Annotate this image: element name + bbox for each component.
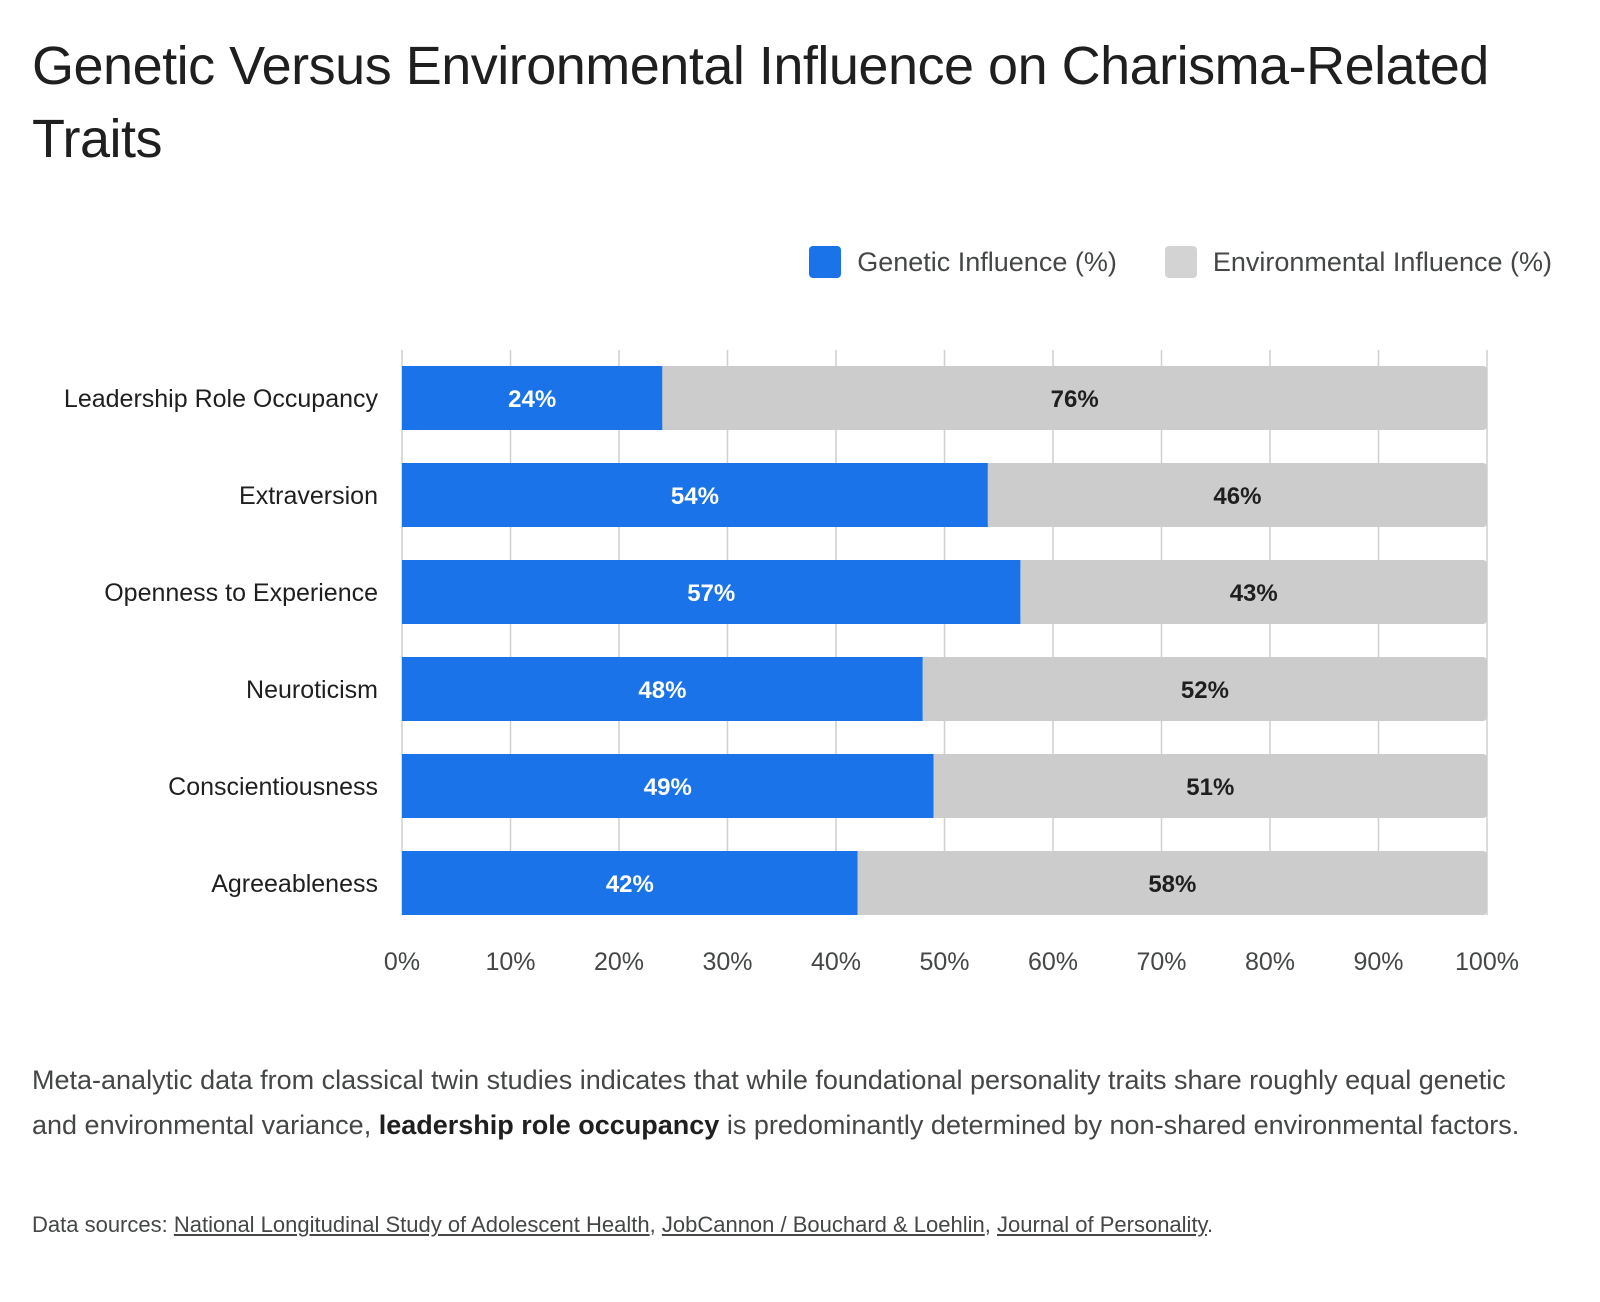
bar-genetic <box>402 657 923 721</box>
data-label: 48% <box>638 677 686 704</box>
bar-genetic <box>402 560 1021 624</box>
sources-separator: , <box>649 1212 662 1237</box>
bar-environmental-join <box>1020 560 1029 624</box>
legend-label-environmental: Environmental Influence (%) <box>1212 246 1552 277</box>
legend-item-genetic: Genetic Influence (%) <box>809 246 1117 278</box>
data-label: 54% <box>671 483 719 510</box>
chart-legend: Genetic Influence (%) Environmental Infl… <box>761 246 1552 278</box>
source-link-journal-of-personality[interactable]: Journal of Personality <box>997 1212 1207 1237</box>
bar-environmental <box>933 754 1487 818</box>
x-tick-label: 40% <box>811 948 861 976</box>
x-tick-label: 0% <box>384 948 420 976</box>
x-tick-label: 70% <box>1136 948 1186 976</box>
legend-swatch-environmental <box>1164 246 1197 278</box>
bar-environmental <box>857 851 1487 915</box>
category-label: Agreeableness <box>211 870 378 898</box>
legend-swatch-genetic <box>809 246 842 278</box>
bar-genetic <box>402 463 988 527</box>
category-label: Extraversion <box>239 482 378 510</box>
category-label: Conscientiousness <box>168 773 378 801</box>
legend-item-environmental: Environmental Influence (%) <box>1164 246 1552 278</box>
sources-prefix: Data sources: <box>32 1212 174 1237</box>
stacked-bar-chart: 0% 10% 20% 30% 40% 50% 60% 70% 80% 90% 100% Leaders… <box>64 350 1519 976</box>
bar-environmental <box>987 463 1487 527</box>
bar-environmental-join <box>987 463 996 527</box>
chart-caption: Meta-analytic data from classical twin s… <box>32 1058 1542 1148</box>
sources-separator: , <box>984 1212 997 1237</box>
x-tick-label: 60% <box>1028 948 1078 976</box>
x-tick-label: 90% <box>1353 948 1403 976</box>
bar-environmental-join <box>662 366 671 430</box>
data-label: 57% <box>687 580 735 607</box>
bar-genetic <box>402 754 934 818</box>
x-tick-label: 80% <box>1245 948 1295 976</box>
bar-environmental <box>1020 560 1487 624</box>
source-link-jobcannon[interactable]: JobCannon / Bouchard & Loehlin <box>661 1212 985 1237</box>
data-label: 24% <box>508 386 556 413</box>
bar-environmental-join <box>857 851 866 915</box>
source-link-add-health[interactable]: National Longitudinal Study of Adolescen… <box>173 1212 650 1237</box>
data-label: 52% <box>1181 677 1229 704</box>
category-label: Neuroticism <box>246 676 378 704</box>
sources-end: . <box>1206 1212 1214 1237</box>
caption-text-start: Meta-analytic data from classical twin s… <box>32 1065 1506 1140</box>
data-label: 42% <box>606 871 654 898</box>
x-tick-label: 20% <box>594 948 644 976</box>
caption-text-end: is predominantly determined by non-share… <box>719 1110 1520 1140</box>
x-tick-label: 100% <box>1455 948 1519 976</box>
bar-genetic <box>402 366 663 430</box>
data-sources: Data sources: National Longitudinal Stud… <box>32 1212 1213 1238</box>
data-label: 49% <box>644 774 692 801</box>
caption-bold-phrase: leadership role occupancy <box>378 1110 720 1140</box>
category-label: Openness to Experience <box>104 579 378 607</box>
x-tick-label: 30% <box>702 948 752 976</box>
bar-genetic <box>402 851 858 915</box>
data-label: 76% <box>1051 386 1099 413</box>
bar-environmental-join <box>922 657 931 721</box>
data-label: 58% <box>1148 871 1196 898</box>
data-label: 43% <box>1230 580 1278 607</box>
legend-label-genetic: Genetic Influence (%) <box>857 246 1117 277</box>
bar-environmental-join <box>933 754 942 818</box>
bar-environmental <box>922 657 1487 721</box>
category-label: Leadership Role Occupancy <box>64 385 379 413</box>
chart-title: Genetic Versus Environmental Influence o… <box>32 36 1489 169</box>
bar-environmental <box>662 366 1487 430</box>
data-label: 46% <box>1213 483 1261 510</box>
x-tick-label: 10% <box>485 948 535 976</box>
data-label: 51% <box>1186 774 1234 801</box>
x-tick-label: 50% <box>919 948 969 976</box>
